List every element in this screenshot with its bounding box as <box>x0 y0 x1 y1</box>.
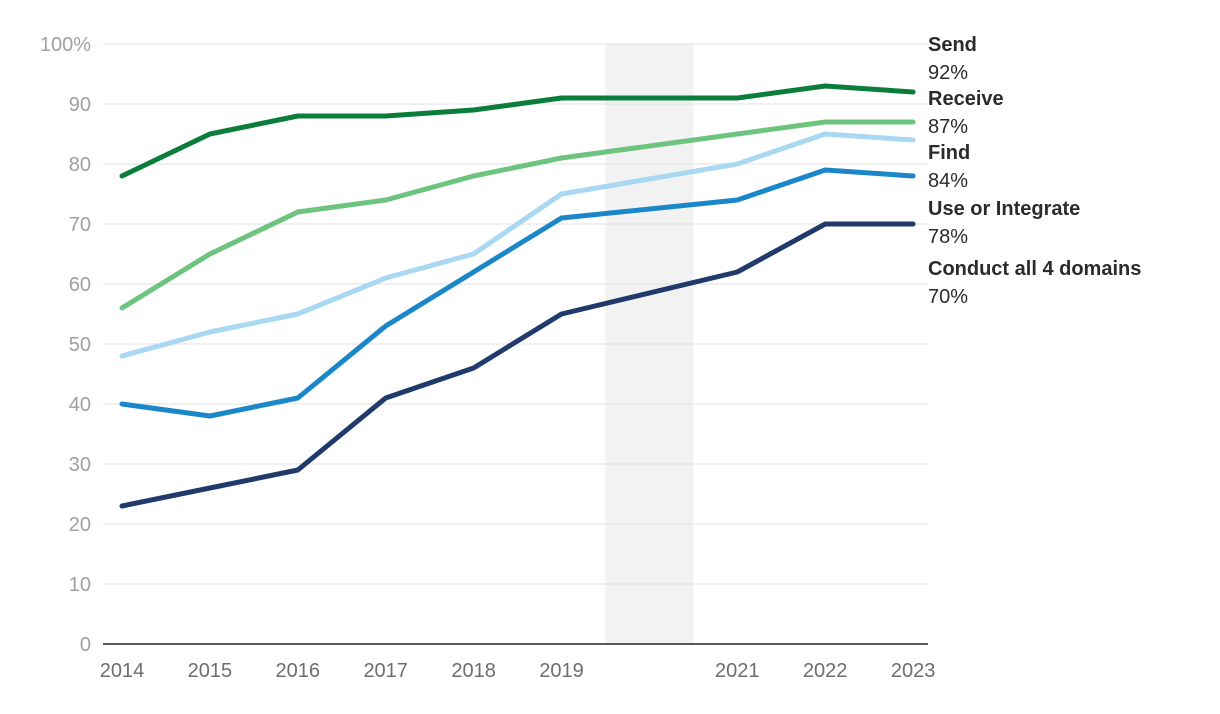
x-tick-label: 2018 <box>451 660 496 682</box>
x-tick-label: 2015 <box>188 660 233 682</box>
legend-value-use-or-integrate: 78% <box>928 226 968 248</box>
y-axis-ticks: 0 10 20 30 40 50 60 70 80 90 100% <box>40 34 91 656</box>
x-tick-label: 2017 <box>363 660 408 682</box>
y-tick-label: 30 <box>69 454 91 476</box>
series-line-receive <box>119 119 916 311</box>
series-line-send <box>119 83 916 179</box>
x-tick-label: 2021 <box>715 660 760 682</box>
y-tick-label: 50 <box>69 334 91 356</box>
x-axis-ticks: 2014 2015 2016 2017 2018 2019 2021 2022 2023 <box>100 660 936 682</box>
x-tick-label: 2016 <box>276 660 321 682</box>
legend-name-conduct-all-4-domains: Conduct all 4 domains <box>928 258 1141 280</box>
series-line-find <box>119 131 916 359</box>
y-tick-label: 20 <box>69 514 91 536</box>
x-tick-label: 2019 <box>539 660 584 682</box>
y-tick-label: 80 <box>69 154 91 176</box>
y-tick-label: 100% <box>40 34 91 56</box>
y-tick-label: 10 <box>69 574 91 596</box>
y-tick-label: 40 <box>69 394 91 416</box>
x-tick-label: 2022 <box>803 660 848 682</box>
x-tick-label: 2014 <box>100 660 145 682</box>
legend-value-find: 84% <box>928 170 968 192</box>
legend-name-find: Find <box>928 142 970 164</box>
series-line-use-or-integrate <box>119 167 916 419</box>
series-lines-group <box>119 83 916 509</box>
legend-value-send: 92% <box>928 62 968 84</box>
x-tick-label: 2023 <box>891 660 936 682</box>
legend-name-receive: Receive <box>928 88 1004 110</box>
y-tick-label: 70 <box>69 214 91 236</box>
y-tick-label: 0 <box>80 634 91 656</box>
legend: Send 92% Receive 87% Find 84% Use or Integrate… <box>928 34 1141 308</box>
legend-name-send: Send <box>928 34 977 56</box>
series-line-conduct-all-4-domains <box>119 221 916 509</box>
y-tick-label: 90 <box>69 94 91 116</box>
legend-value-receive: 87% <box>928 116 968 138</box>
y-tick-label: 60 <box>69 274 91 296</box>
legend-name-use-or-integrate: Use or Integrate <box>928 198 1080 220</box>
legend-value-conduct-all-4-domains: 70% <box>928 286 968 308</box>
